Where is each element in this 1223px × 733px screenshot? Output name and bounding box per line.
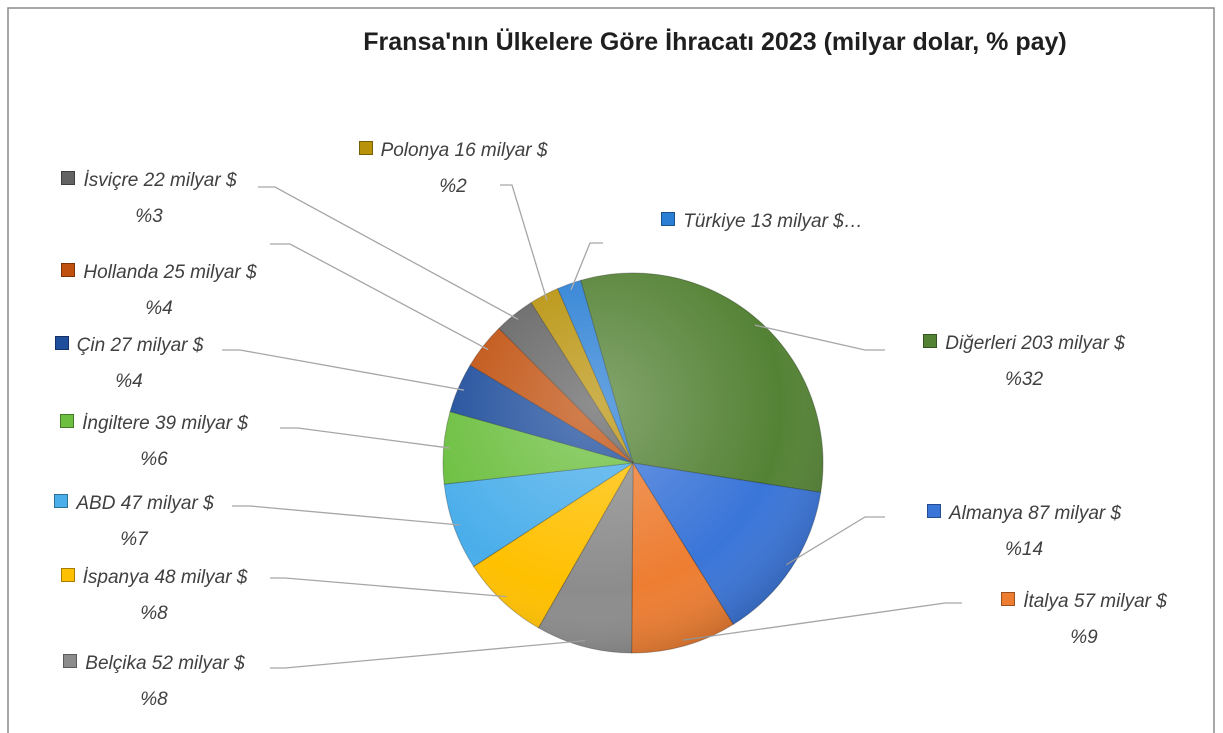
label-percent: %9 bbox=[1070, 627, 1098, 648]
data-label: Hollanda 25 milyar $ %4 bbox=[18, 255, 300, 327]
label-percent: %4 bbox=[145, 298, 173, 319]
legend-key bbox=[54, 494, 69, 508]
chart-frame bbox=[7, 7, 1215, 733]
label-value: 47 milyar $ bbox=[120, 493, 214, 514]
label-category: Çin bbox=[76, 335, 106, 356]
label-value: 203 milyar $ bbox=[1021, 333, 1125, 354]
label-percent: %3 bbox=[135, 206, 163, 227]
label-category: ABD bbox=[76, 493, 116, 514]
label-category: Türkiye bbox=[683, 211, 746, 232]
label-category: Polonya bbox=[380, 140, 450, 161]
legend-key bbox=[61, 171, 76, 185]
leader-line bbox=[500, 184, 548, 301]
data-label: Diğerleri 203 milyar $ %32 bbox=[893, 326, 1155, 398]
chart-title: Fransa'nın Ülkelere Göre İhracatı 2023 (… bbox=[363, 28, 1067, 56]
legend-key bbox=[54, 336, 69, 350]
label-value: 48 milyar $ bbox=[154, 567, 248, 588]
data-label: Çin 27 milyar $ %4 bbox=[18, 328, 240, 400]
legend-key bbox=[61, 263, 76, 277]
legend-key bbox=[923, 334, 938, 348]
legend-key bbox=[926, 504, 941, 518]
label-category: Almanya bbox=[948, 503, 1023, 524]
label-percent: %2 bbox=[439, 176, 467, 197]
leader-line bbox=[280, 427, 450, 449]
label-percent: %14 bbox=[1004, 539, 1044, 560]
leader-line bbox=[270, 639, 586, 669]
label-value: 13 milyar $… bbox=[750, 211, 863, 232]
label-percent: %8 bbox=[140, 689, 168, 710]
data-label: ABD 47 milyar $ %7 bbox=[18, 486, 250, 558]
label-value: 57 milyar $ bbox=[1073, 591, 1167, 612]
leader-line bbox=[270, 577, 507, 598]
data-label: İspanya 48 milyar $ %8 bbox=[18, 560, 290, 632]
legend-key bbox=[60, 568, 75, 582]
label-value: 16 milyar $ bbox=[454, 140, 548, 161]
label-category: İtalya bbox=[1023, 591, 1069, 612]
label-value: 87 milyar $ bbox=[1028, 503, 1122, 524]
leader-line bbox=[232, 505, 460, 526]
label-value: 27 milyar $ bbox=[110, 335, 204, 356]
leader-line bbox=[222, 349, 465, 391]
label-value: 22 milyar $ bbox=[143, 170, 237, 191]
data-label: Polonya 16 milyar $ %2 bbox=[322, 133, 584, 205]
leader-line bbox=[258, 186, 519, 320]
label-value: 39 milyar $ bbox=[154, 413, 248, 434]
data-label: İtalya 57 milyar $ %9 bbox=[968, 584, 1200, 656]
data-label: Türkiye 13 milyar $… bbox=[612, 204, 912, 240]
label-category: Hollanda bbox=[83, 262, 159, 283]
leader-line bbox=[270, 243, 489, 351]
label-percent: %4 bbox=[115, 371, 143, 392]
label-value: 25 milyar $ bbox=[163, 262, 257, 283]
legend-key bbox=[661, 212, 676, 226]
label-category: Belçika bbox=[85, 653, 147, 674]
legend-key bbox=[1001, 592, 1016, 606]
data-label: İsviçre 22 milyar $ %3 bbox=[18, 163, 280, 235]
data-label: Belçika 52 milyar $ %8 bbox=[18, 646, 290, 718]
legend-key bbox=[63, 654, 78, 668]
legend-key bbox=[60, 414, 75, 428]
label-percent: %8 bbox=[140, 603, 168, 624]
legend-key bbox=[358, 141, 373, 155]
label-percent: %7 bbox=[120, 529, 148, 550]
label-percent: %32 bbox=[1004, 369, 1044, 390]
data-label: Almanya 87 milyar $ %14 bbox=[888, 496, 1160, 568]
label-category: İspanya bbox=[82, 567, 150, 588]
label-percent: %6 bbox=[140, 449, 168, 470]
label-category: İsviçre bbox=[83, 170, 139, 191]
label-value: 52 milyar $ bbox=[151, 653, 245, 674]
label-category: İngiltere bbox=[82, 413, 150, 434]
data-label: İngiltere 39 milyar $ %6 bbox=[18, 406, 290, 478]
label-category: Diğerleri bbox=[945, 333, 1016, 354]
